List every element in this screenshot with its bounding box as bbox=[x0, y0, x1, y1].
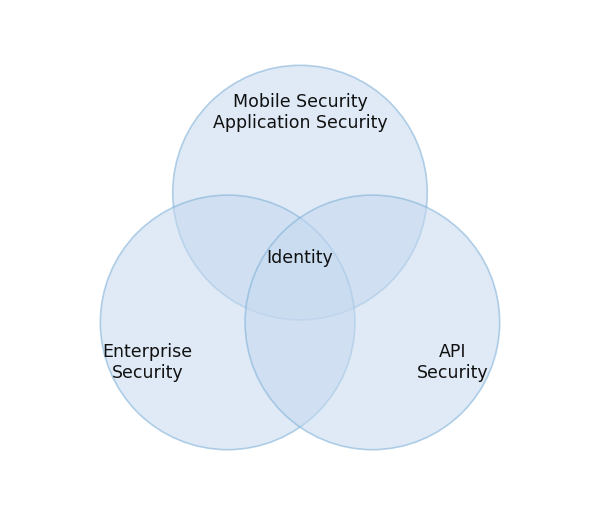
Text: Enterprise
Security: Enterprise Security bbox=[103, 343, 193, 382]
Text: Identity: Identity bbox=[266, 249, 334, 267]
Text: API
Security: API Security bbox=[416, 343, 488, 382]
Circle shape bbox=[173, 66, 427, 320]
Circle shape bbox=[245, 195, 500, 450]
Circle shape bbox=[100, 195, 355, 450]
Text: Mobile Security
Application Security: Mobile Security Application Security bbox=[212, 93, 388, 132]
